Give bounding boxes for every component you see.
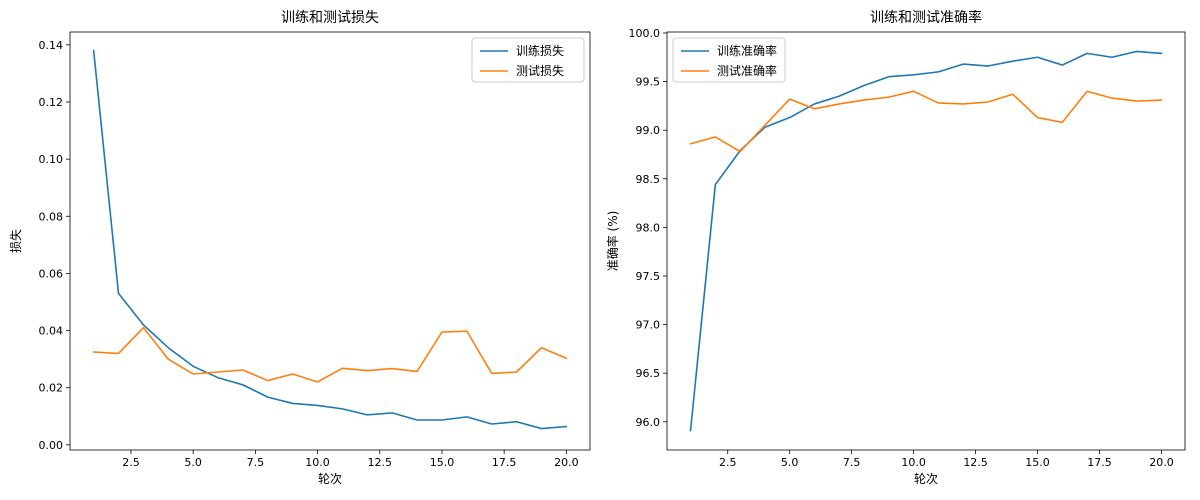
y-tick-label: 0.08 bbox=[39, 210, 64, 223]
x-tick-label: 20.0 bbox=[554, 456, 579, 469]
y-tick-label: 96.5 bbox=[636, 367, 661, 380]
y-tick-label: 98.0 bbox=[636, 221, 661, 234]
y-tick-label: 99.5 bbox=[636, 76, 661, 89]
x-tick-label: 17.5 bbox=[1087, 456, 1112, 469]
series-line-1 bbox=[689, 50, 1163, 432]
y-tick-label: 100.0 bbox=[629, 27, 661, 40]
y-axis-label: 准确率 (%) bbox=[605, 211, 620, 272]
x-tick-label: 10.0 bbox=[901, 456, 926, 469]
x-tick-label: 15.0 bbox=[1025, 456, 1050, 469]
legend-label-1: 训练损失 bbox=[516, 43, 564, 58]
y-tick-label: 0.04 bbox=[39, 325, 64, 338]
chart-title: 训练和测试损失 bbox=[281, 10, 379, 26]
x-tick-label: 7.5 bbox=[247, 456, 265, 469]
x-tick-label: 20.0 bbox=[1149, 456, 1174, 469]
y-tick-label: 0.00 bbox=[39, 439, 64, 452]
chart-title: 训练和测试准确率 bbox=[870, 9, 982, 26]
legend-label-2: 测试损失 bbox=[516, 63, 564, 78]
plot-frame bbox=[666, 31, 1186, 451]
y-tick-label: 0.12 bbox=[39, 96, 64, 109]
series-line-2 bbox=[92, 326, 568, 383]
chart-panel-1: 训练和测试损失 2.5 5.0 7.5 10.0 12.5 15.0 17.5 20.0 0.00… bbox=[8, 10, 591, 486]
legend-label-2: 测试准确率 bbox=[717, 63, 777, 78]
x-tick-label: 12.5 bbox=[368, 456, 393, 469]
plot-frame bbox=[69, 31, 591, 451]
y-tick-label: 0.10 bbox=[39, 153, 64, 166]
y-tick-label: 97.0 bbox=[636, 319, 661, 332]
x-tick-label: 5.0 bbox=[781, 456, 799, 469]
y-axis-label: 损失 bbox=[8, 229, 23, 253]
y-tick-label: 0.06 bbox=[39, 267, 64, 280]
y-tick-label: 0.14 bbox=[39, 39, 64, 52]
y-tick-label: 97.5 bbox=[636, 270, 661, 283]
x-tick-label: 7.5 bbox=[843, 456, 861, 469]
x-tick-label: 5.0 bbox=[184, 456, 202, 469]
x-tick-label: 10.0 bbox=[305, 456, 330, 469]
series-line-2 bbox=[689, 90, 1163, 153]
x-tick-label: 2.5 bbox=[122, 456, 140, 469]
y-tick-label: 0.02 bbox=[39, 382, 64, 395]
x-axis-label: 轮次 bbox=[318, 472, 342, 486]
chart-panel-2: 训练和测试准确率 2.5 5.0 7.5 10.0 12.5 15.0 17.5 20.0 96.… bbox=[605, 9, 1186, 486]
series-line-1 bbox=[92, 49, 568, 430]
y-tick-label: 99.0 bbox=[636, 124, 661, 137]
x-tick-label: 12.5 bbox=[963, 456, 988, 469]
y-tick-label: 98.5 bbox=[636, 173, 661, 186]
y-tick-label: 96.0 bbox=[636, 416, 661, 429]
x-axis-label: 轮次 bbox=[914, 472, 938, 486]
x-tick-label: 2.5 bbox=[719, 456, 737, 469]
legend-label-1: 训练准确率 bbox=[717, 43, 777, 58]
x-tick-label: 15.0 bbox=[430, 456, 455, 469]
x-tick-label: 17.5 bbox=[492, 456, 517, 469]
